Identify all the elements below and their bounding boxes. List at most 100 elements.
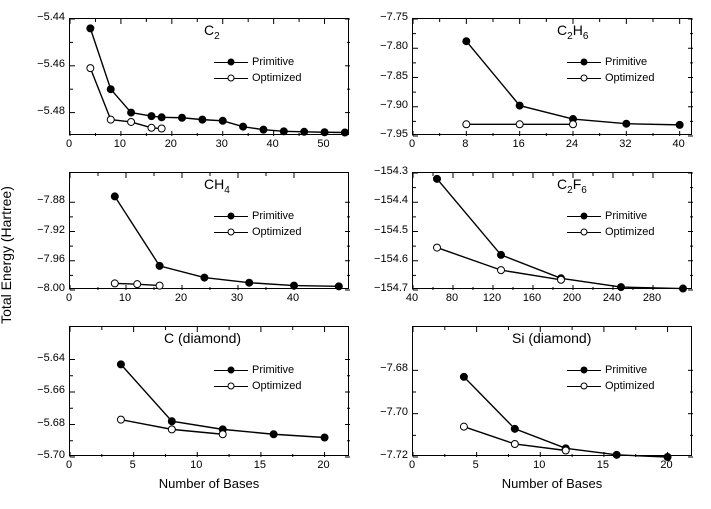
optimized-marker [562,447,569,454]
legend: Primitive Optimized [567,208,655,240]
optimized-marker [463,121,470,128]
legend: Primitive Optimized [214,208,302,240]
legend-primitive: Primitive [214,54,302,70]
x-tick-label: 50 [314,138,334,150]
y-tick-label: −7.72 [380,449,408,461]
y-tick-label: −5.68 [37,417,65,429]
y-tick-label: −8.00 [37,282,65,294]
primitive-marker [280,128,287,135]
legend-optimized: Optimized [214,70,302,86]
primitive-marker [463,38,470,45]
primitive-marker [341,129,348,136]
legend-primitive: Primitive [567,362,655,378]
legend-primitive-label: Primitive [252,56,294,68]
figure: Total Energy (Hartree) 01020304050−5.48−… [0,0,711,509]
legend-primitive-label: Primitive [605,364,647,376]
x-tick-label: 8 [455,138,475,150]
y-tick-label: −154.4 [374,194,408,206]
primitive-marker [623,120,630,127]
y-tick-label: −154.5 [374,224,408,236]
y-tick-label: −7.85 [380,70,408,82]
y-tick-label: −7.90 [380,99,408,111]
optimized-marker [168,426,175,433]
primitive-marker [511,425,518,432]
optimized-marker [87,65,94,72]
legend-optimized-label: Optimized [252,72,302,84]
panel-si_diamond: 05101520−7.72−7.70−7.68Si (diamond)Primi… [412,326,692,456]
y-tick-label: −7.88 [37,194,65,206]
legend-primitive-label: Primitive [252,210,294,222]
x-tick-label: 5 [123,459,143,471]
y-tick-label: −7.70 [380,406,408,418]
panel-title: CH4 [204,176,230,196]
x-axis-label: Number of Bases [69,476,349,491]
x-tick-label: 30 [227,292,247,304]
legend-optimized: Optimized [567,378,655,394]
x-tick-label: 20 [314,459,334,471]
panel-title: C2 [204,22,220,42]
legend-primitive: Primitive [567,54,655,70]
panel-c_diamond: 05101520−5.70−5.68−5.66−5.64C (diamond)P… [69,326,349,456]
x-tick-label: 16 [509,138,529,150]
legend: Primitive Optimized [567,54,655,86]
primitive-marker [618,284,625,291]
legend-primitive-label: Primitive [605,210,647,222]
primitive-marker [291,282,298,289]
legend-primitive-label: Primitive [605,56,647,68]
y-tick-label: −5.64 [37,352,65,364]
plot-svg [70,327,350,457]
primitive-marker [168,418,175,425]
x-axis-label: Number of Bases [412,476,692,491]
legend: Primitive Optimized [567,362,655,394]
x-tick-label: 40 [283,292,303,304]
optimized-marker [511,441,518,448]
primitive-marker [240,123,247,130]
x-tick-label: 20 [657,459,677,471]
optimized-marker [128,118,135,125]
x-tick-label: 20 [161,138,181,150]
y-tick-label: −154.7 [374,282,408,294]
primitive-marker [111,193,118,200]
legend-optimized-label: Optimized [605,226,655,238]
primitive-marker [260,126,267,133]
optimized-marker [570,121,577,128]
legend-optimized-label: Optimized [605,72,655,84]
primitive-marker [676,121,683,128]
panel-ch4: 010203040−8.00−7.96−7.92−7.88CH4Primitiv… [69,172,349,289]
primitive-marker [201,274,208,281]
legend-optimized-label: Optimized [605,380,655,392]
legend-optimized-label: Optimized [252,226,302,238]
optimized-marker [460,423,467,430]
legend-optimized: Optimized [214,224,302,240]
primitive-marker [680,285,687,292]
legend-primitive: Primitive [567,208,655,224]
primitive-marker [321,129,328,136]
primitive-marker [87,25,94,32]
x-tick-label: 120 [482,292,502,304]
optimized-marker [516,121,523,128]
primitive-marker [199,116,206,123]
x-tick-label: 10 [110,138,130,150]
y-tick-label: −7.68 [380,362,408,374]
panel-c2h6: 0816243240−7.95−7.90−7.85−7.80−7.75C2H6P… [412,18,692,135]
optimized-marker [434,244,441,251]
optimized-marker [498,267,505,274]
y-tick-label: −5.70 [37,449,65,461]
optimized-marker [117,416,124,423]
y-tick-label: −154.6 [374,253,408,265]
legend-optimized: Optimized [214,378,302,394]
primitive-marker [179,114,186,121]
optimized-marker [558,276,565,283]
x-tick-label: 80 [442,292,462,304]
legend-primitive: Primitive [214,362,302,378]
optimized-marker [111,280,118,287]
y-axis-label: Total Energy (Hartree) [0,186,14,324]
panel-title: C2F6 [557,176,587,196]
primitive-marker [148,113,155,120]
panel-c2: 01020304050−5.48−5.46−5.44C2PrimitiveOpt… [69,18,349,135]
legend-optimized-label: Optimized [252,380,302,392]
x-tick-label: 10 [186,459,206,471]
x-tick-label: 10 [529,459,549,471]
primitive-marker [613,451,620,458]
x-tick-label: 0 [59,138,79,150]
